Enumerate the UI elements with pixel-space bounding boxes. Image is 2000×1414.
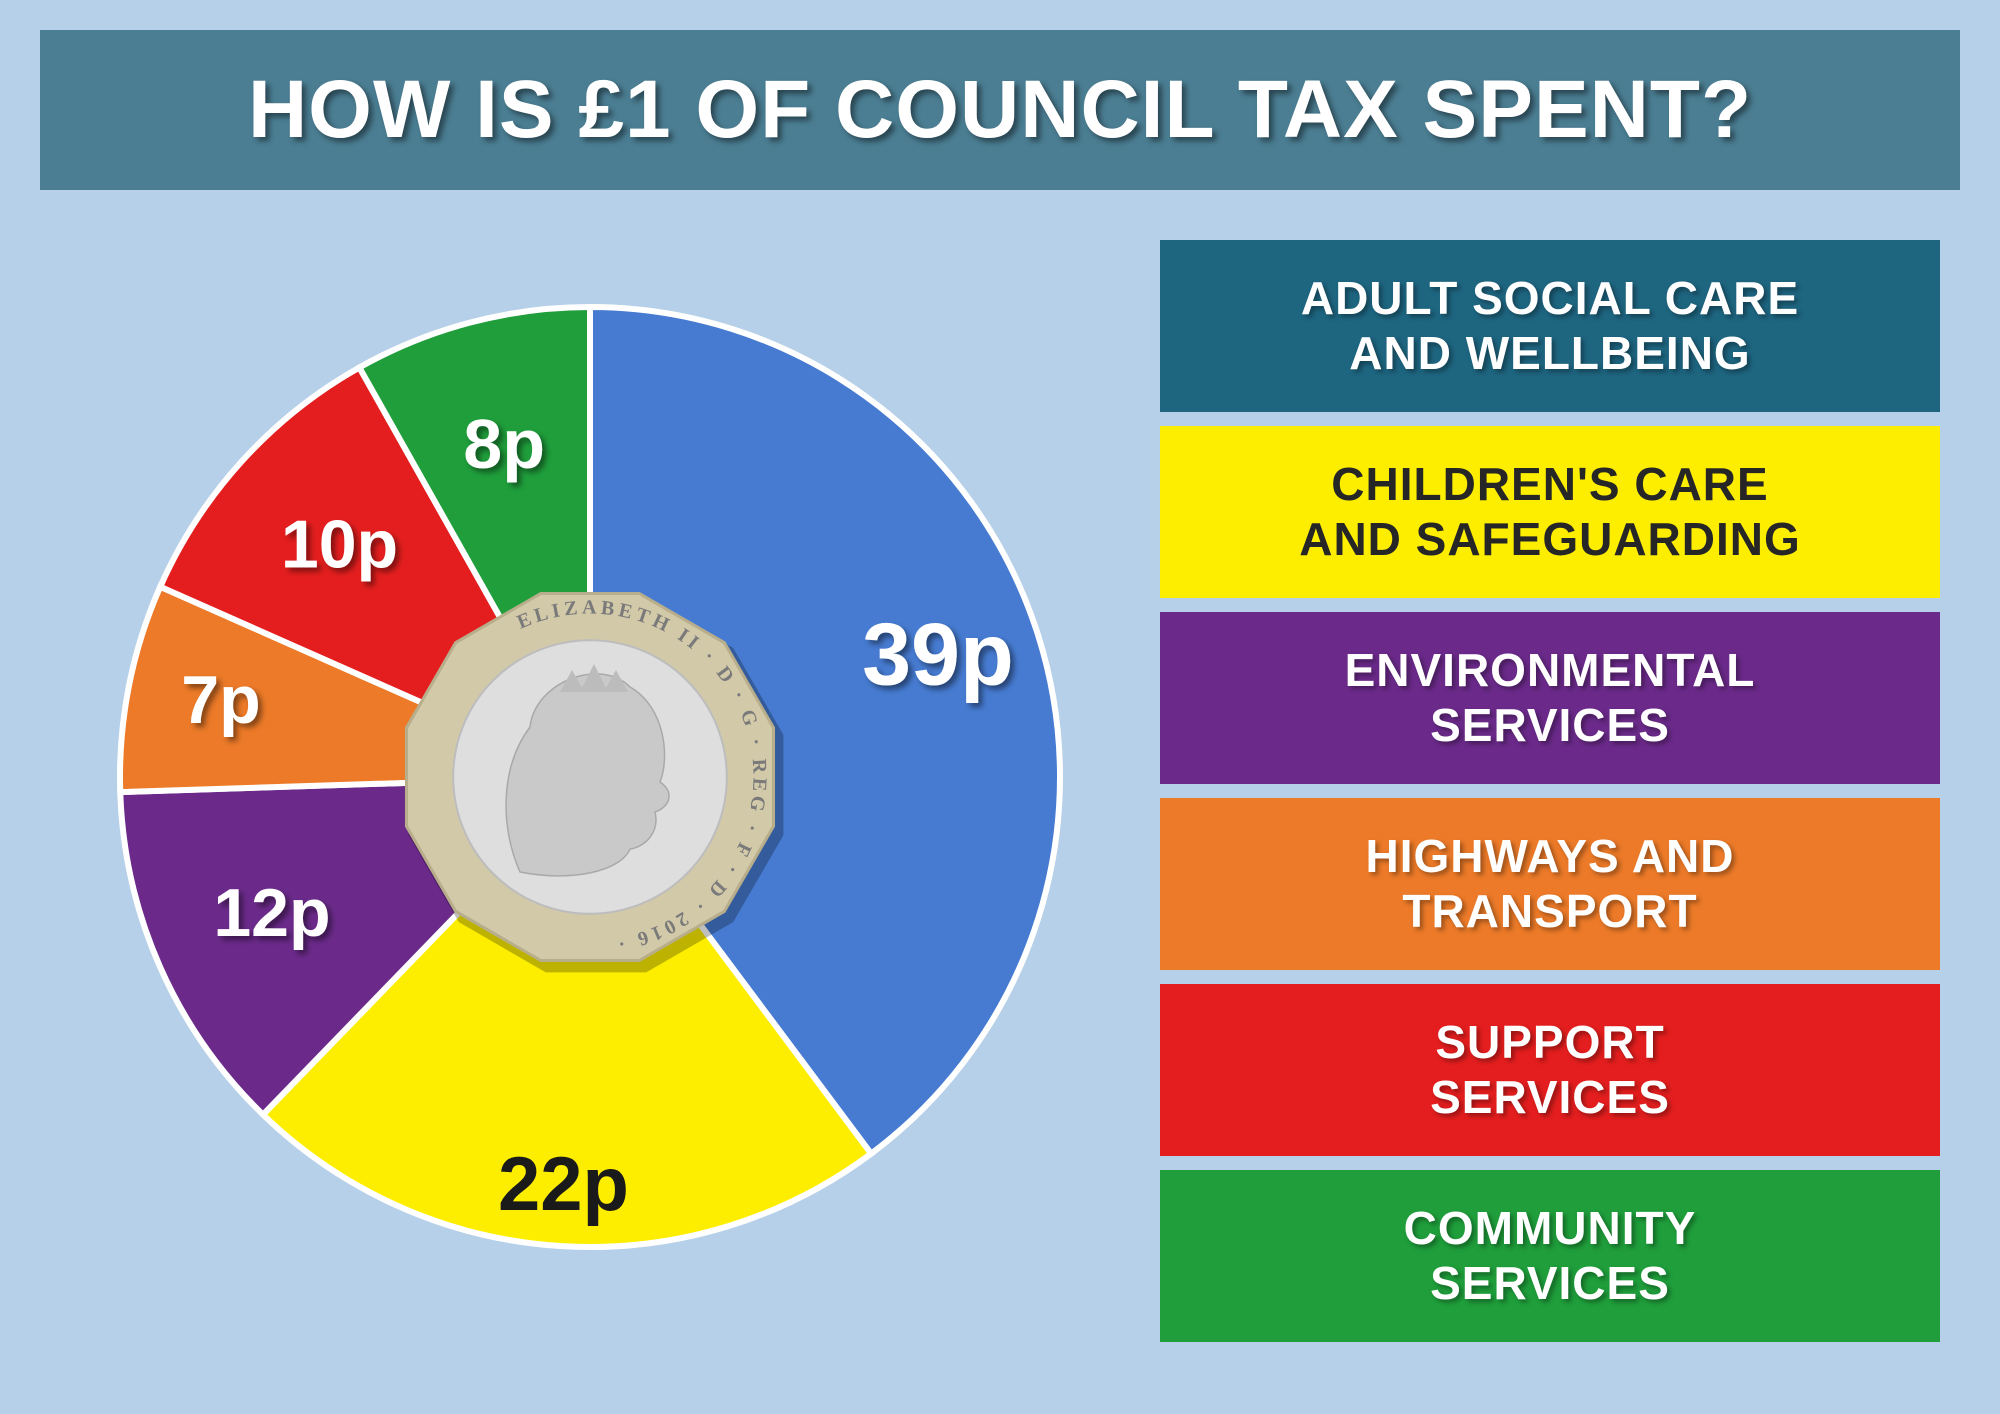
page-title: HOW IS £1 OF COUNCIL TAX SPENT? [248,63,1752,157]
legend-item-highways: HIGHWAYS ANDTRANSPORT [1160,798,1940,970]
legend-item-adult: ADULT SOCIAL CAREAND WELLBEING [1160,240,1940,412]
pie-svg: ELIZABETH II · D · G · REG · F · D · 201… [80,230,1100,1364]
legend-item-label: TRANSPORT [1402,884,1697,939]
legend-item-children: CHILDREN'S CAREAND SAFEGUARDING [1160,426,1940,598]
legend: ADULT SOCIAL CAREAND WELLBEINGCHILDREN'S… [1160,230,1940,1364]
legend-item-label: SERVICES [1430,1256,1670,1311]
title-bar: HOW IS £1 OF COUNCIL TAX SPENT? [40,30,1960,190]
slice-label-children: 22p [498,1142,629,1227]
legend-item-label: AND WELLBEING [1349,326,1750,381]
legend-item-label: ENVIRONMENTAL [1345,643,1756,698]
legend-item-label: SUPPORT [1435,1015,1664,1070]
legend-item-label: HIGHWAYS AND [1366,829,1735,884]
legend-item-label: ADULT SOCIAL CARE [1301,271,1799,326]
legend-item-label: SERVICES [1430,698,1670,753]
legend-item-community: COMMUNITYSERVICES [1160,1170,1940,1342]
legend-item-env: ENVIRONMENTALSERVICES [1160,612,1940,784]
legend-item-label: SERVICES [1430,1070,1670,1125]
legend-item-label: COMMUNITY [1404,1201,1697,1256]
slice-label-env: 12p [213,875,330,951]
legend-item-label: AND SAFEGUARDING [1299,512,1801,567]
slice-label-adult: 39p [862,605,1014,704]
slice-label-support: 10p [281,506,398,582]
legend-item-label: CHILDREN'S CARE [1331,457,1768,512]
legend-item-support: SUPPORTSERVICES [1160,984,1940,1156]
slice-label-community: 8p [463,405,545,483]
slice-label-highways: 7p [181,662,260,738]
pie-chart: ELIZABETH II · D · G · REG · F · D · 201… [80,230,1100,1364]
content: ELIZABETH II · D · G · REG · F · D · 201… [80,230,1940,1364]
